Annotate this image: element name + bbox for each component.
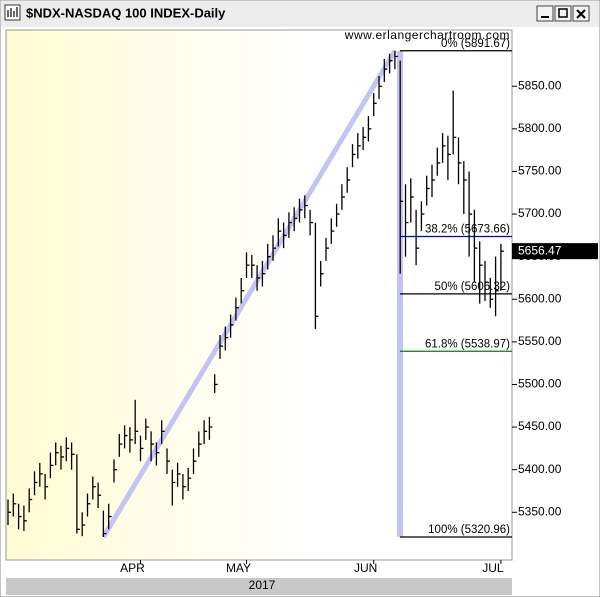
y-tick-label: 5350.00 [518, 504, 562, 518]
fib-level-label: 100% (5320.96) [428, 524, 510, 536]
y-tick-label: 5700.00 [518, 206, 562, 220]
plot-area [5, 29, 513, 561]
close-button[interactable] [572, 5, 590, 22]
minimize-button[interactable] [536, 5, 554, 22]
x-tick-label: APR [120, 561, 145, 575]
window-title: $NDX-NASDAQ 100 INDEX-Daily [26, 5, 226, 20]
year-band [6, 578, 512, 595]
y-tick-label: 5400.00 [518, 462, 562, 476]
y-tick-label: 5800.00 [518, 121, 562, 135]
fib-level-label: 50% (5606.32) [435, 281, 511, 293]
last-price-label: 5656.47 [518, 243, 562, 257]
fib-level-label: 38.2% (5673.66) [425, 224, 510, 236]
y-tick-label: 5750.00 [518, 164, 562, 178]
fib-level-label: 0% (5891.67) [441, 38, 510, 50]
fib-trend-line [101, 49, 398, 539]
x-tick-label: JUN [354, 561, 377, 575]
title-bar [1, 1, 599, 27]
x-tick-label: MAY [226, 561, 251, 575]
year-label: 2017 [249, 578, 276, 592]
y-tick-label: 5500.00 [518, 377, 562, 391]
y-tick-label: 5450.00 [518, 419, 562, 433]
fib-level-label: 61.8% (5538.97) [425, 338, 510, 350]
app-icon [4, 4, 21, 21]
last-price-box [512, 243, 598, 260]
maximize-button[interactable] [554, 5, 572, 22]
watermark: www.erlangerchartroom.com [344, 28, 510, 42]
y-tick-label: 5850.00 [518, 78, 562, 92]
y-tick-label: 5550.00 [518, 334, 562, 348]
x-tick-label: JUL [482, 561, 504, 575]
y-tick-label: 5600.00 [518, 291, 562, 305]
